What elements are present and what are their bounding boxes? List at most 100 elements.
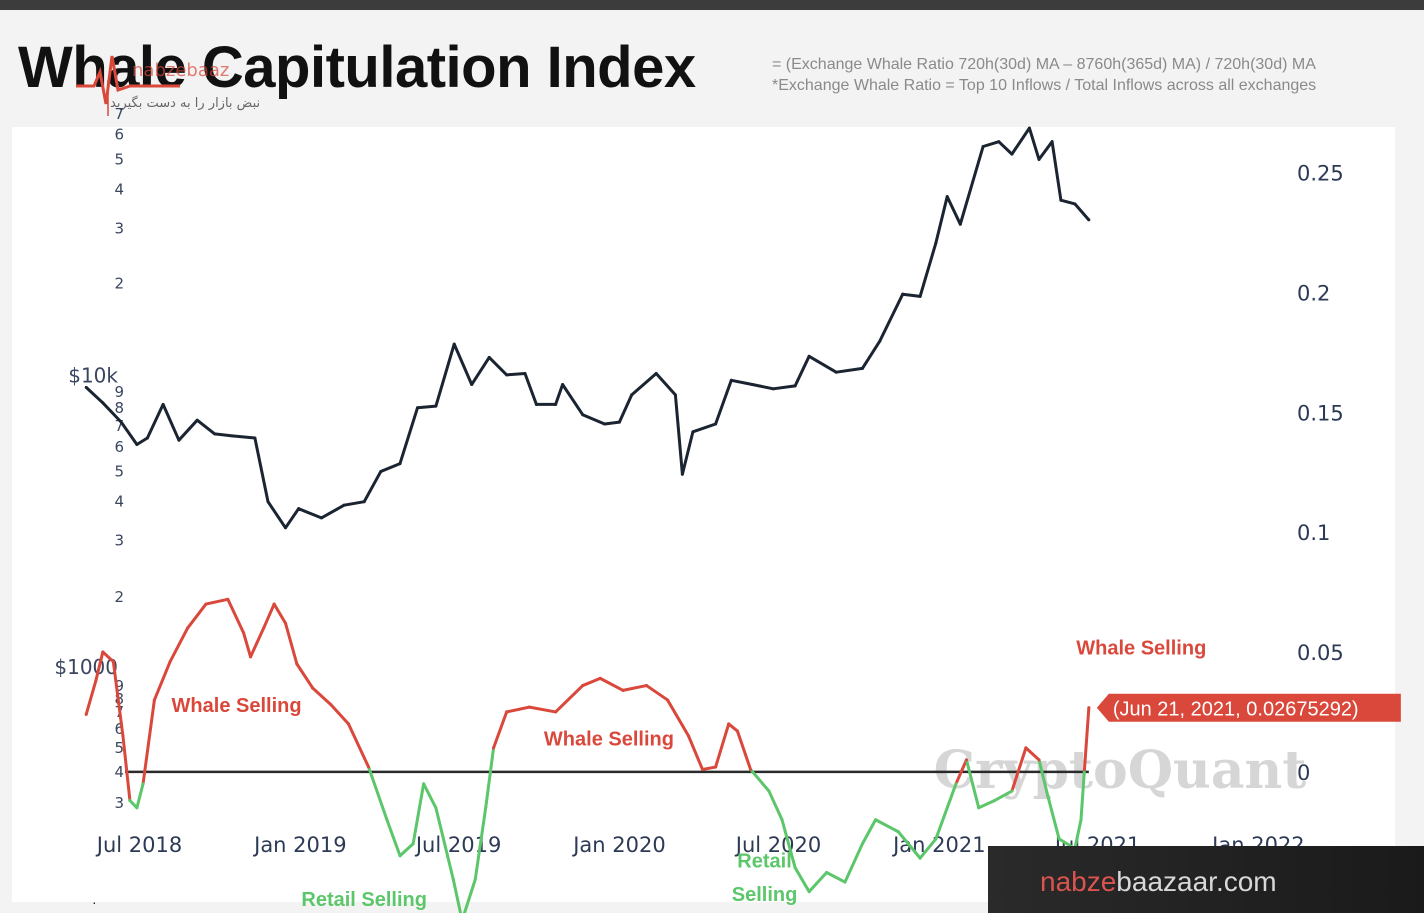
index-point [101,650,105,654]
index-line-segment [492,710,509,750]
index-line-segment [714,722,731,769]
btc-price-point [213,432,217,436]
index-point [422,782,426,786]
btc-price-point [284,526,288,530]
index-point [581,684,585,688]
btc-price-point [981,145,985,149]
right-axis-tick-label: 0 [1297,761,1310,785]
index-point [249,655,253,659]
index-line-segment [1079,767,1086,822]
index-point [714,765,718,769]
index-point [135,806,139,810]
index-point [954,782,958,786]
x-axis-tick-label: Jul 2020 [734,833,821,857]
index-line-segment [964,758,981,810]
footer-dot: · [92,894,97,910]
banner-text-part1: nabze [1040,866,1117,897]
x-axis-tick-label: Jan 2019 [252,833,347,857]
index-point [284,621,288,625]
index-line-segment [249,626,266,659]
index-point [128,799,132,803]
left-axis-tick-label: 6 [114,126,124,144]
cryptoquant-watermark: CryptoQuant [934,740,1307,801]
index-point [686,734,690,738]
left-axis-tick-label: 3 [114,220,124,238]
btc-price-point [554,402,558,406]
left-axis-tick-label: 9 [114,383,124,401]
index-point [94,679,98,683]
btc-price-point [729,378,733,382]
index-line-segment [168,626,190,664]
chart-title: Whale Capitulation Index [18,35,696,100]
index-line-segment [527,705,558,714]
btc-price-point [379,469,383,473]
btc-price-point [1050,140,1054,144]
index-line-segment [727,722,739,733]
index-point [843,880,847,884]
index-line-segment [896,830,922,860]
btc-price-point [342,503,346,507]
formula-line-2: *Exchange Whale Ratio = Top 10 Inflows /… [772,77,1317,94]
index-line-segment [686,734,704,771]
index-line-segment [825,870,847,884]
right-axis-tick-label: 0.25 [1297,162,1344,186]
btc-price-point [771,387,775,391]
index-point [329,703,333,707]
index-line-segment [505,705,531,714]
index-point [780,818,784,822]
index-line-segment [918,837,938,860]
right-axis-tick-label: 0.1 [1297,521,1330,545]
annotation-label: Selling [732,884,798,906]
btc-price-point [793,384,797,388]
site-banner: nabzebaazaar.com [988,846,1424,913]
btc-price-point [266,500,270,504]
left-axis-tick-label: 7 [114,417,124,435]
index-line-segment [272,602,288,625]
index-line-segment [385,818,402,858]
left-axis-lower-tick-label: 9 [114,677,124,695]
tooltip-box [1096,693,1401,722]
index-point [1087,706,1091,710]
left-axis-tick-label: 4 [114,181,124,199]
btc-price-point [878,339,882,343]
index-point [700,767,704,771]
left-axis-tick-label: 8 [114,399,124,417]
watermark-logo: nabzebaazaar [76,55,230,116]
index-line-segment [329,703,350,726]
left-axis-tick-label: 3 [114,532,124,550]
btc-price-point [319,516,323,520]
index-line-segment [780,818,797,870]
x-axis-tick-label: Jan 2021 [891,833,986,857]
index-point [398,854,402,858]
btc-price-point [534,402,538,406]
index-point [621,688,625,692]
index-line-segment [735,729,753,771]
btc-price-point [1087,218,1091,222]
formula-line-1: = (Exchange Whale Ratio 720h(30d) MA – 8… [772,56,1316,73]
index-point [1082,767,1086,771]
index-point [473,878,477,882]
x-axis-tick-label: Jul 2018 [95,833,182,857]
index-point [1037,758,1041,762]
left-axis-lower-tick-label: 2 [114,588,124,606]
index-point [186,626,190,630]
btc-price-point [654,372,658,376]
btc-price-point [505,373,509,377]
index-line-segment [1024,746,1041,762]
btc-price-point [1010,152,1014,156]
left-axis-tick-label: 2 [114,275,124,293]
index-line-segment [645,684,670,702]
btc-price-point [362,500,366,504]
left-axis-tick-label: 4 [114,493,124,511]
btc-price-point [398,462,402,466]
index-point [645,684,649,688]
index-point [793,866,797,870]
index-line-segment [284,621,299,666]
annotation-label: Retail [737,851,791,873]
watermark-brand: nabzebaazaar [132,60,230,81]
annotation-label: Whale Selling [172,695,302,717]
btc-price-point [997,140,1001,144]
index-line-segment [398,842,415,858]
index-line-segment [451,878,463,913]
